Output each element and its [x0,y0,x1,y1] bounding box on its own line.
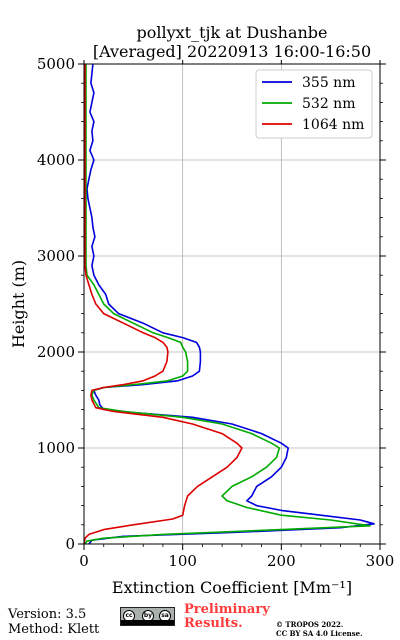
y-axis-label: Height (m) [9,260,28,348]
chart-title-line2: [Averaged] 20220913 16:00-16:50 [93,42,371,61]
sa-icon: sa [159,610,171,622]
series-line-2 [84,64,371,545]
copyright-line: © TROPOS 2022. [276,620,344,629]
extinction-profile-chart: pollyxt_tjk at Dushanbe [Averaged] 20220… [9,23,395,597]
series-line-1 [86,63,375,545]
copyright-text: © TROPOS 2022. CC BY SA 4.0 License. [276,620,363,638]
plot-frame [83,63,381,545]
legend-label-1: 355 nm [302,75,355,91]
chart-title-line1: pollyxt_tjk at Dushanbe [136,23,327,42]
y-tick-label: 1000 [37,439,75,457]
x-axis-label-text: Extinction Coefficient [Mm⁻¹] [112,578,352,597]
axis-ticks [78,60,386,550]
x-tick-label: 0 [79,552,89,570]
x-tick-label: 200 [267,552,296,570]
legend: 355 nm 532 nm 1064 nm [255,69,373,139]
x-tick-label: 100 [168,552,197,570]
version-text: Version: 3.5 [8,607,87,622]
badge-strip [121,620,174,625]
preliminary-results-text: Preliminary Results. [184,602,270,631]
legend-label-3: 1064 nm [302,117,364,133]
legend-box [255,69,373,139]
method-text: Method: Klett [8,622,100,637]
license-line: CC BY SA 4.0 License. [276,629,363,638]
series-lines [83,63,375,545]
y-tick-label: 3000 [37,247,75,265]
series-line-3 [83,64,243,545]
y-tick-label: 4000 [37,151,75,169]
x-tick-label: 300 [366,552,395,570]
y-tick-label: 2000 [37,343,75,361]
y-tick-label: 0 [65,535,75,553]
cc-license-badge: cc by sa [120,607,175,626]
x-axis-label: Extinction Coefficient [Mm⁻¹] [112,578,352,597]
y-tick-label: 5000 [37,55,75,73]
legend-label-2: 532 nm [302,96,355,112]
